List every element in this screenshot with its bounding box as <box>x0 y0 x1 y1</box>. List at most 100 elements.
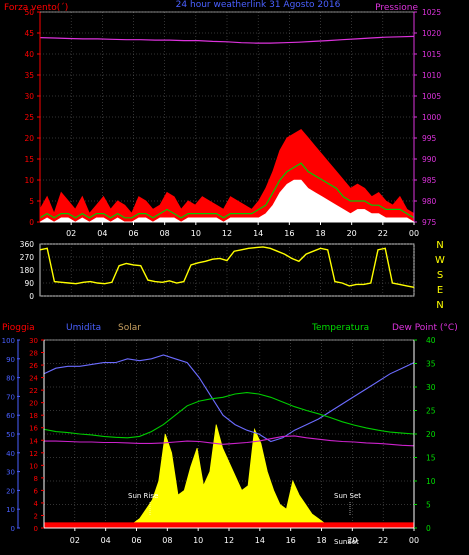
solar-label: Solar <box>118 323 141 333</box>
y-temp-tick-label: 35 <box>426 360 436 369</box>
y-temp-tick-label: 0 <box>426 524 431 533</box>
direction-tick-label: 90 <box>24 279 34 288</box>
y-left-tick-label: 30 <box>24 92 34 101</box>
temperature-humidity-chart: 0102030405060708090100024681012141618202… <box>2 323 458 546</box>
x-tick-label: 10 <box>191 229 201 238</box>
y-humidity-tick-label: 80 <box>6 375 15 383</box>
series-wind-area <box>39 128 415 223</box>
y-rain-tick-label: 28 <box>29 350 38 358</box>
y-rain-tick-label: 30 <box>29 337 38 345</box>
x-tick-label: 00 <box>409 229 419 238</box>
y-temp-tick-label: 15 <box>426 454 436 463</box>
y-left-tick-label: 0 <box>29 218 34 227</box>
sunset-annotation-axis: SunSet <box>334 538 359 546</box>
x-tick-label: 18 <box>316 536 326 545</box>
compass-label: N <box>436 240 443 251</box>
series-temperature-line <box>43 392 415 439</box>
y-right-tick-label: 1015 <box>422 50 441 59</box>
y-humidity-tick-label: 50 <box>6 431 15 439</box>
x-tick-label: 04 <box>101 536 111 545</box>
x-tick-label: 04 <box>97 229 107 238</box>
y-rain-tick-label: 0 <box>34 525 38 533</box>
compass-label: N <box>436 300 443 311</box>
y-right-tick-label: 1005 <box>422 92 441 101</box>
series-gust-line <box>39 162 415 219</box>
sunrise-annotation: Sun Rise <box>128 492 158 500</box>
series-wind-avg-area <box>38 179 416 223</box>
y-humidity-tick-label: 90 <box>6 356 15 364</box>
y-humidity-tick-label: 40 <box>6 450 15 458</box>
y-rain-tick-label: 14 <box>29 437 38 445</box>
x-tick-label: 08 <box>162 536 172 545</box>
y-right-tick-label: 985 <box>422 176 437 185</box>
y-humidity-tick-label: 100 <box>2 337 15 345</box>
y-temp-tick-label: 10 <box>426 477 436 486</box>
y-left-tick-label: 25 <box>24 113 34 122</box>
compass-label: E <box>437 285 443 296</box>
y-humidity-tick-label: 30 <box>6 469 15 477</box>
sunset-annotation: Sun Set <box>334 492 361 500</box>
x-tick-label: 12 <box>222 229 232 238</box>
x-tick-label: 22 <box>378 536 388 545</box>
right-axis-label: Pressione <box>375 3 418 13</box>
direction-tick-label: 270 <box>20 253 35 262</box>
x-tick-label: 22 <box>378 229 388 238</box>
dewpoint-label: Dew Point (°C) <box>392 323 458 333</box>
y-temp-tick-label: 40 <box>426 336 436 345</box>
x-tick-label: 08 <box>160 229 170 238</box>
x-tick-label: 06 <box>128 229 138 238</box>
direction-tick-label: 0 <box>29 292 34 301</box>
series-pressure-line <box>39 35 415 44</box>
direction-tick-label: 180 <box>20 266 35 275</box>
y-rain-tick-label: 18 <box>29 412 38 420</box>
compass-label: W <box>435 255 445 266</box>
y-humidity-tick-label: 0 <box>11 525 15 533</box>
y-temp-tick-label: 30 <box>426 383 436 392</box>
temperature-label: Temperatura <box>311 323 369 333</box>
y-humidity-tick-label: 10 <box>6 506 15 514</box>
y-rain-tick-label: 6 <box>34 487 39 495</box>
y-humidity-tick-label: 20 <box>6 487 15 495</box>
y-rain-tick-label: 12 <box>29 450 38 458</box>
x-tick-label: 14 <box>253 229 263 238</box>
y-left-tick-label: 20 <box>24 134 34 143</box>
rain-label: Pioggia <box>2 323 35 333</box>
x-tick-label: 10 <box>193 536 203 545</box>
series-dewpoint-line <box>44 435 415 447</box>
x-tick-label: 12 <box>224 536 234 545</box>
x-tick-label: 06 <box>131 536 141 545</box>
y-left-tick-label: 10 <box>24 176 34 185</box>
series-solar-area <box>44 424 414 529</box>
y-rain-tick-label: 4 <box>34 500 39 508</box>
y-temp-tick-label: 20 <box>426 430 436 439</box>
series-rain-bar <box>44 522 414 528</box>
compass-label: S <box>437 270 443 281</box>
y-right-tick-label: 1025 <box>422 8 441 17</box>
humidity-label: Umidita <box>66 323 101 333</box>
x-tick-label: 16 <box>286 536 296 545</box>
y-right-tick-label: 990 <box>422 155 437 164</box>
x-tick-label: 20 <box>347 229 357 238</box>
y-left-tick-label: 5 <box>29 197 34 206</box>
y-left-tick-label: 40 <box>24 50 34 59</box>
y-rain-tick-label: 16 <box>29 425 38 433</box>
wind-pressure-chart: 0510152025303540455097598098599099510001… <box>4 0 441 238</box>
y-rain-tick-label: 24 <box>29 375 38 383</box>
y-temp-tick-label: 25 <box>426 407 436 416</box>
y-right-tick-label: 975 <box>422 218 437 227</box>
x-tick-label: 02 <box>66 229 76 238</box>
y-left-tick-label: 50 <box>24 8 34 17</box>
y-left-tick-label: 45 <box>24 29 34 38</box>
x-tick-label: 20 <box>347 536 357 545</box>
y-rain-tick-label: 8 <box>34 475 38 483</box>
x-tick-label: 16 <box>284 229 294 238</box>
left-axis-label: Forza vento(´) <box>4 2 68 13</box>
y-rain-tick-label: 26 <box>29 362 38 370</box>
x-tick-label: 02 <box>70 536 80 545</box>
x-tick-label: 18 <box>315 229 325 238</box>
x-tick-label: 00 <box>409 536 419 545</box>
y-right-tick-label: 980 <box>422 197 437 206</box>
y-humidity-tick-label: 70 <box>6 393 15 401</box>
